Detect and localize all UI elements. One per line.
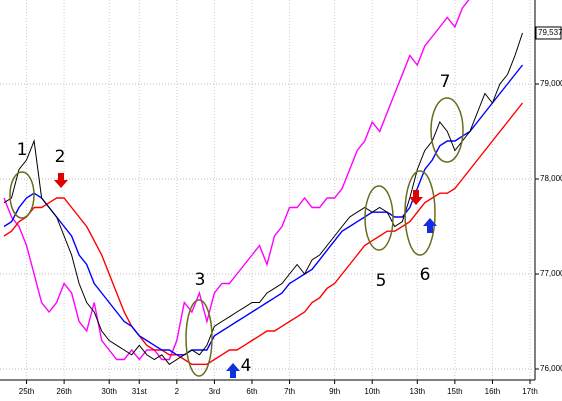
- annotation: 2: [55, 147, 66, 167]
- y-tick-label: 79,000: [540, 79, 562, 88]
- annotation: 5: [376, 271, 387, 291]
- series-line: [3, 0, 470, 361]
- x-tick-label: 25th: [19, 387, 35, 396]
- ellipse: [185, 299, 213, 377]
- y-tick-label: 78,000: [540, 174, 562, 183]
- plot-area: [0, 0, 535, 380]
- x-tick-label: 31st: [132, 387, 148, 396]
- x-tick-label: 17th: [522, 387, 538, 396]
- annotation: 6: [420, 265, 431, 285]
- last-price-box: [535, 26, 562, 40]
- ellipse: [364, 185, 394, 251]
- y-tick-label: 77,000: [540, 269, 562, 278]
- annotation: 1: [17, 140, 28, 160]
- sell-arrow: [409, 190, 423, 205]
- x-tick-label: 3rd: [209, 387, 221, 396]
- x-tick-label: 2: [175, 387, 180, 396]
- x-tick-label: 15th: [447, 387, 463, 396]
- x-tick-label: 7th: [284, 387, 295, 396]
- x-tick-label: 26th: [56, 387, 72, 396]
- last-price-label: 79,537: [538, 28, 562, 37]
- ellipse: [404, 170, 436, 256]
- signal-arrows: [54, 173, 437, 378]
- y-tick-label: 76,000: [540, 364, 562, 373]
- x-tick-label: 13th: [409, 387, 425, 396]
- ellipse: [430, 97, 464, 163]
- x-tick-label: 9th: [329, 387, 340, 396]
- x-tick-label: 10th: [364, 387, 380, 396]
- annotation: 7: [440, 72, 451, 92]
- x-tick-label: 16th: [485, 387, 501, 396]
- ellipse: [9, 171, 35, 219]
- series-line: [3, 32, 523, 365]
- x-tick-label: 30th: [101, 387, 117, 396]
- buy-arrow: [226, 363, 240, 378]
- annotation: 4: [241, 356, 252, 376]
- annotation: 3: [195, 270, 206, 290]
- x-tick-label: 6th: [246, 387, 257, 396]
- highlight-ellipses: [9, 97, 464, 377]
- buy-arrow: [423, 218, 437, 233]
- sell-arrow: [54, 173, 68, 188]
- series-line: [3, 102, 524, 365]
